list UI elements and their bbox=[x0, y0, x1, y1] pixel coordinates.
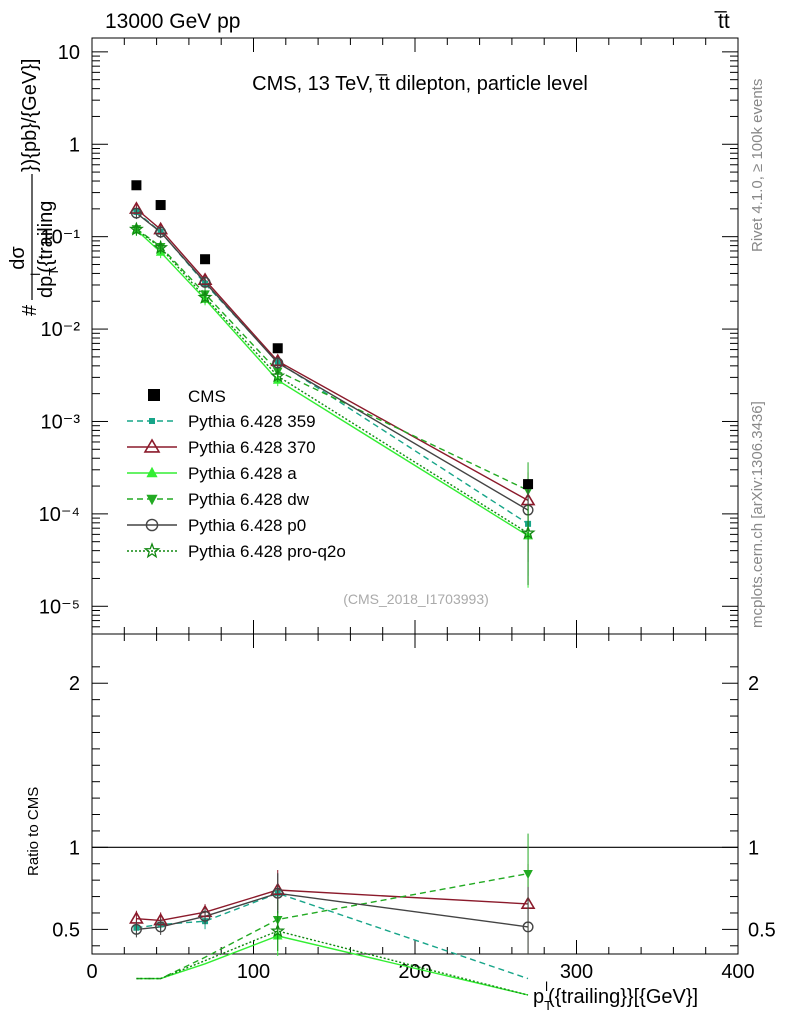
y-tick-label: 10⁻⁴ bbox=[39, 504, 80, 526]
ratio-point bbox=[272, 887, 284, 899]
header-right: t̅t bbox=[714, 10, 730, 33]
rivet-label: Rivet 4.1.0, ≥ 100k events bbox=[749, 79, 766, 252]
ratio-tick-label-right: 0.5 bbox=[748, 919, 776, 941]
ratio-line-2 bbox=[136, 935, 529, 996]
x-label-sub: T bbox=[544, 998, 552, 1013]
y-tick-label: 10⁻³ bbox=[41, 411, 81, 433]
x-tick-label: 0 bbox=[86, 961, 97, 983]
y-tick-label: 1 bbox=[69, 134, 80, 156]
y-axis-label-ratio: Ratio to CMS bbox=[25, 787, 42, 876]
series-point bbox=[153, 239, 169, 254]
y-axis-label-main: # dσ dpTl({trailing }){pb}/{GeV}] bbox=[7, 59, 61, 316]
ratio-tick-label-right: 1 bbox=[748, 837, 759, 859]
data-point bbox=[155, 200, 166, 211]
x-label-sup: l bbox=[545, 979, 548, 994]
x-tick-label: 100 bbox=[237, 961, 270, 983]
legend-label: Pythia 6.428 359 bbox=[188, 412, 316, 431]
chart-title: CMS, 13 TeV, t̅t dilepton, particle leve… bbox=[252, 73, 588, 95]
markers-layer bbox=[128, 180, 536, 956]
legend-marker bbox=[143, 438, 161, 453]
mcplots-label: mcplots.cern.ch [arXiv:1306.3436] bbox=[749, 401, 766, 628]
ratio-point bbox=[130, 923, 142, 935]
legend-marker bbox=[149, 418, 155, 424]
ratio-point bbox=[155, 921, 167, 933]
legend-label: Pythia 6.428 pro-q2o bbox=[188, 542, 346, 561]
data-point bbox=[200, 254, 211, 265]
legend-label-data: CMS bbox=[188, 387, 226, 406]
y-label-prefix: # bbox=[19, 304, 41, 316]
legend-marker bbox=[146, 466, 158, 478]
y-label-den-rest: ({trailing bbox=[35, 201, 57, 273]
ratio-point bbox=[523, 869, 533, 879]
ratio-tick-label-right: 2 bbox=[748, 673, 759, 695]
series-point bbox=[197, 289, 213, 304]
y-tick-label: 10⁻⁵ bbox=[39, 596, 80, 618]
legend-marker-data bbox=[148, 389, 160, 401]
x-axis-label: pTl({trailing}}[{GeV}] bbox=[533, 979, 698, 1013]
data-point bbox=[523, 479, 534, 490]
ratio-tick-label-left: 0.5 bbox=[52, 919, 80, 941]
y-tick-label: 10⁻¹ bbox=[41, 227, 81, 249]
y-tick-label: 10 bbox=[58, 42, 80, 64]
legend-label: Pythia 6.428 p0 bbox=[188, 516, 306, 535]
series-line-5 bbox=[135, 228, 529, 534]
legend-label: Pythia 6.428 dw bbox=[188, 490, 310, 509]
x-tick-label: 400 bbox=[721, 961, 754, 983]
legend-marker bbox=[146, 494, 158, 506]
ratio-lines-layer bbox=[136, 872, 529, 996]
legend: CMS Pythia 6.428 359 Pythia 6.428 370 Pythi… bbox=[127, 387, 346, 561]
series-point bbox=[272, 357, 284, 369]
x-tick-label: 300 bbox=[560, 961, 593, 983]
series-point bbox=[520, 525, 536, 540]
x-label-rest: ({trailing}}[{GeV}] bbox=[548, 986, 698, 1008]
header-left: 13000 GeV pp bbox=[105, 10, 240, 33]
series-point bbox=[270, 368, 286, 383]
ratio-tick-label-left: 2 bbox=[69, 673, 80, 695]
main-lines-layer bbox=[135, 208, 529, 537]
ratio-line-0 bbox=[136, 892, 529, 980]
ratio-tick-label-left: 1 bbox=[69, 837, 80, 859]
x-tick-label: 200 bbox=[398, 961, 431, 983]
y-tick-label: 10⁻² bbox=[41, 319, 81, 341]
ratio-point bbox=[199, 910, 211, 922]
y-label-den-p: dp bbox=[35, 276, 57, 298]
data-point bbox=[272, 343, 283, 354]
axes-layer: 0 100 200 300 400 10 1 10⁻¹ 10⁻² 10⁻³ 10⁻⁴ 10⁻⁵ 0.5 0… bbox=[39, 38, 776, 983]
y-label-den-sup: l bbox=[28, 273, 43, 276]
series-point bbox=[128, 221, 144, 236]
x-label-p: p bbox=[533, 986, 544, 1008]
ratio-line-5 bbox=[136, 930, 529, 996]
legend-marker bbox=[143, 542, 161, 559]
y-label-den-sub: T bbox=[46, 268, 61, 276]
legend-marker bbox=[145, 518, 159, 532]
series-point bbox=[155, 226, 167, 238]
y-label-suffix: }){pb}/{GeV}] bbox=[19, 59, 41, 172]
y-label-denominator: dpTl({trailing bbox=[28, 201, 61, 298]
analysis-tag: (CMS_2018_I1703993) bbox=[343, 591, 489, 607]
series-point bbox=[199, 276, 211, 288]
ratio-plot-frame bbox=[91, 633, 739, 955]
ratio-line-3 bbox=[136, 872, 529, 980]
ratio-line-1 bbox=[136, 889, 529, 922]
y-label-numerator: dσ bbox=[7, 246, 29, 270]
legend-label: Pythia 6.428 a bbox=[188, 464, 297, 483]
data-point bbox=[131, 180, 142, 191]
ratio-point bbox=[270, 923, 286, 938]
ratio-point bbox=[522, 921, 534, 933]
legend-label: Pythia 6.428 370 bbox=[188, 438, 316, 457]
series-point bbox=[130, 207, 142, 219]
